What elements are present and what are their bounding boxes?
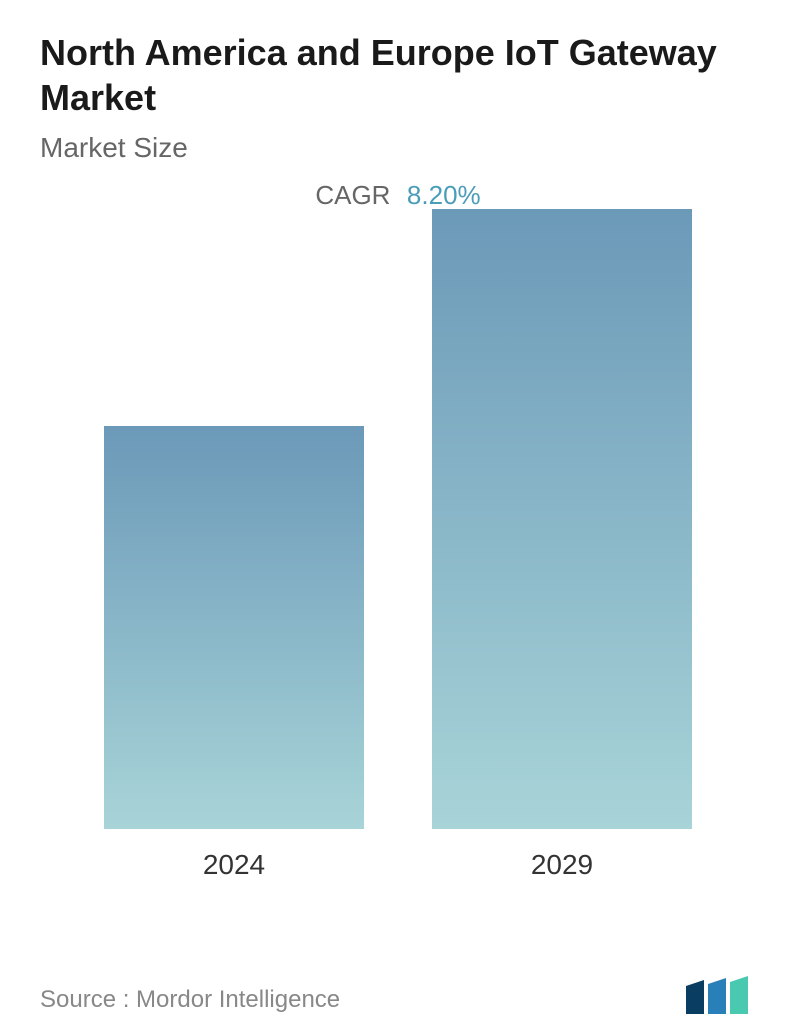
bar-chart: 2024 2029 <box>40 261 756 881</box>
bar <box>432 209 692 829</box>
cagr-value: 8.20% <box>407 180 481 211</box>
bar <box>104 426 364 829</box>
chart-subtitle: Market Size <box>40 132 756 164</box>
bar-category-label: 2029 <box>531 849 593 881</box>
cagr-row: CAGR 8.20% <box>40 180 756 211</box>
chart-title: North America and Europe IoT Gateway Mar… <box>40 30 756 120</box>
bar-wrapper: 2024 <box>104 426 364 881</box>
cagr-label: CAGR <box>315 180 390 211</box>
bar-wrapper: 2029 <box>432 209 692 881</box>
source-text: Source : Mordor Intelligence <box>40 986 340 1014</box>
bar-category-label: 2024 <box>203 849 265 881</box>
chart-footer: Source : Mordor Intelligence <box>40 974 756 1014</box>
mordor-logo-icon <box>686 974 756 1014</box>
